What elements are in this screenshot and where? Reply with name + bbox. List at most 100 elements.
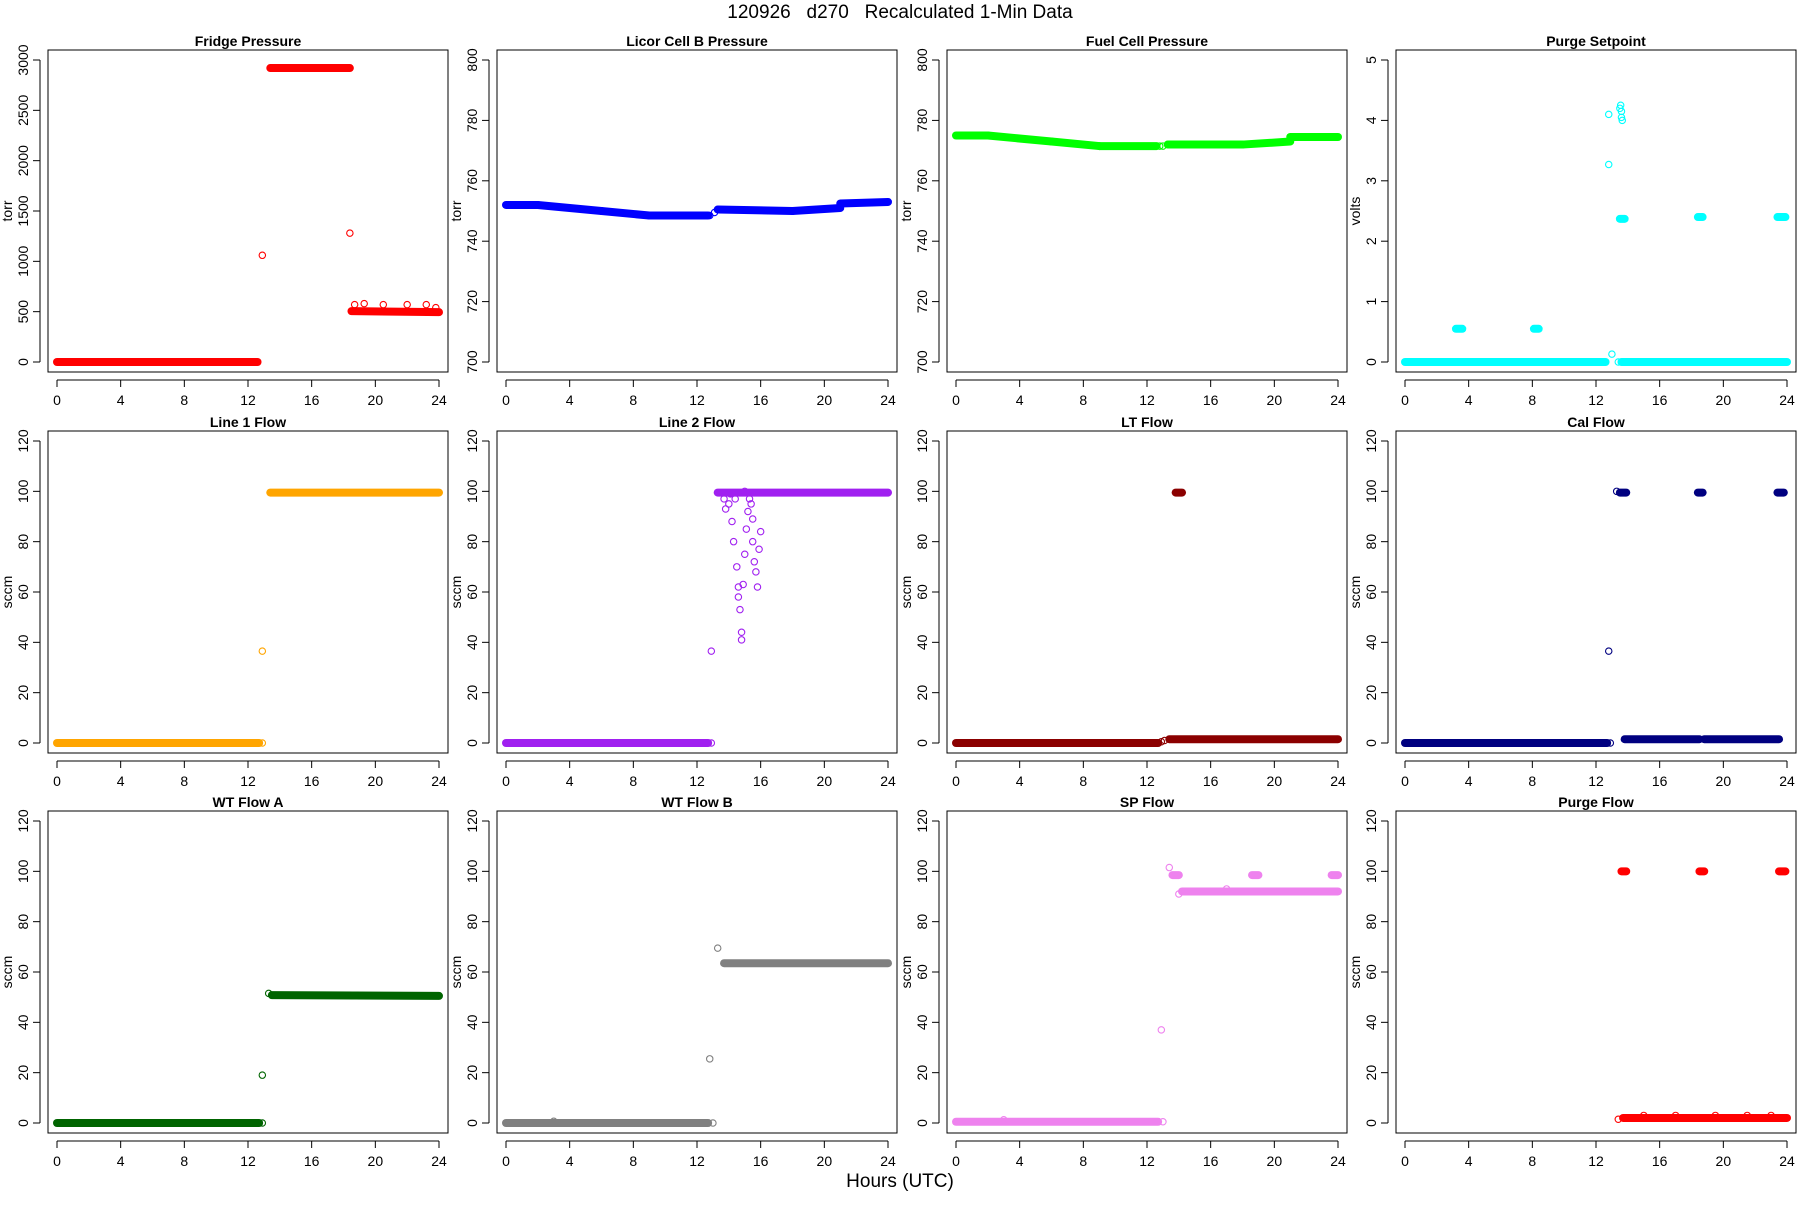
data-point [346,229,354,237]
x-tick-label: 0 [53,1153,61,1169]
y-axis-label: sccm [448,576,464,609]
panel: Line 2 Flow sccm 0 4 8 12 16 20 24 0 20 40 60 80 100 12… [448,414,898,789]
data-point [710,208,719,217]
x-tick-label: 20 [1716,1153,1732,1169]
x-tick-label: 16 [1203,773,1219,789]
x-tick-label: 16 [304,392,320,408]
panel: Line 1 Flow sccm 0 4 8 12 16 20 24 0 20 40 60 80 100 12… [0,414,449,789]
x-tick-label: 20 [1267,773,1283,789]
x-tick-label: 8 [180,1153,188,1169]
y-tick-label: 40 [1363,634,1379,650]
data-point [350,300,359,309]
x-tick-label: 4 [1016,392,1024,408]
y-tick-label: 100 [15,479,31,503]
panel-title: Purge Setpoint [1546,33,1646,49]
data-point [379,300,388,309]
x-tick-label: 16 [753,773,769,789]
plot-frame [946,430,1348,754]
figure-title: 120926 d270 Recalculated 1-Min Data [727,2,1073,23]
data-point [707,647,716,655]
x-tick-label: 0 [502,392,510,408]
data-series-band [1238,137,1295,149]
y-tick-label: 40 [464,634,480,650]
data-point [1612,487,1621,496]
data-point [1614,1115,1623,1123]
y-tick-label: 20 [914,1065,930,1081]
x-tick-label: 4 [1465,773,1473,789]
x-tick-label: 16 [1652,1153,1668,1169]
panel-title: Cal Flow [1567,414,1625,430]
y-tick-label: 20 [1363,685,1379,701]
y-axis-label: sccm [448,956,464,989]
x-tick-label: 24 [431,1153,447,1169]
y-tick-label: 3 [1363,177,1379,185]
x-tick-label: 24 [431,392,447,408]
data-series-band [347,307,443,317]
y-axis-label: torr [898,200,914,221]
data-point [707,739,716,747]
data-point [999,1115,1008,1124]
y-tick-label: 0 [1363,1119,1379,1127]
plot-frame [946,810,1348,1134]
data-point [1157,1026,1166,1034]
plot-frame [1395,810,1797,1134]
data-point [728,517,736,526]
y-tick-label: 80 [464,914,480,930]
x-tick-label: 8 [1079,392,1087,408]
x-tick-label: 12 [240,773,256,789]
data-point [1159,1117,1167,1126]
data-point [750,558,759,566]
x-tick-label: 12 [689,392,705,408]
panel-title: SP Flow [1120,794,1174,810]
x-tick-label: 16 [304,1153,320,1169]
y-axis-label: sccm [898,956,914,989]
y-tick-label: 500 [15,300,31,324]
x-tick-label: 24 [431,773,447,789]
data-point [709,1119,717,1127]
y-tick-label: 4 [1363,116,1379,124]
y-tick-label: 60 [15,584,31,600]
x-tick-label: 12 [1139,1153,1155,1169]
data-point [755,545,763,553]
y-tick-label: 720 [914,290,930,314]
data-point [1175,890,1183,898]
y-tick-label: 700 [914,350,930,374]
data-point [740,550,749,558]
data-point [258,1119,267,1127]
x-tick-label: 8 [1528,392,1536,408]
y-tick-label: 720 [464,290,480,314]
y-tick-label: 100 [15,859,31,883]
panel-title: WT Flow B [661,794,733,810]
data-point [737,628,746,637]
x-tick-label: 4 [1016,773,1024,789]
data-point [1743,1111,1751,1120]
y-tick-label: 1500 [15,195,31,226]
x-tick-label: 8 [180,392,188,408]
data-point [1767,1111,1775,1120]
panel-title: Line 1 Flow [210,414,286,430]
y-tick-label: 2000 [15,145,31,176]
y-tick-label: 100 [464,859,480,883]
data-point [1608,350,1616,358]
y-tick-label: 120 [1363,429,1379,453]
y-tick-label: 5 [1363,56,1379,64]
data-series-band [836,197,892,208]
data-point [1711,1111,1720,1120]
y-axis-label: sccm [898,576,914,609]
panel: SP Flow sccm 0 4 8 12 16 20 24 0 20 40 60 80 100 120 [898,794,1348,1169]
x-tick-label: 24 [880,392,896,408]
y-tick-label: 800 [464,48,480,72]
data-point [1617,113,1626,122]
x-tick-label: 20 [1267,1153,1283,1169]
x-tick-label: 0 [502,773,510,789]
y-axis-label: sccm [0,576,15,609]
x-tick-label: 20 [817,392,833,408]
data-point [1160,736,1169,745]
y-tick-label: 120 [914,429,930,453]
x-tick-label: 0 [952,392,960,408]
y-tick-label: 80 [15,914,31,930]
x-tick-label: 8 [1079,773,1087,789]
